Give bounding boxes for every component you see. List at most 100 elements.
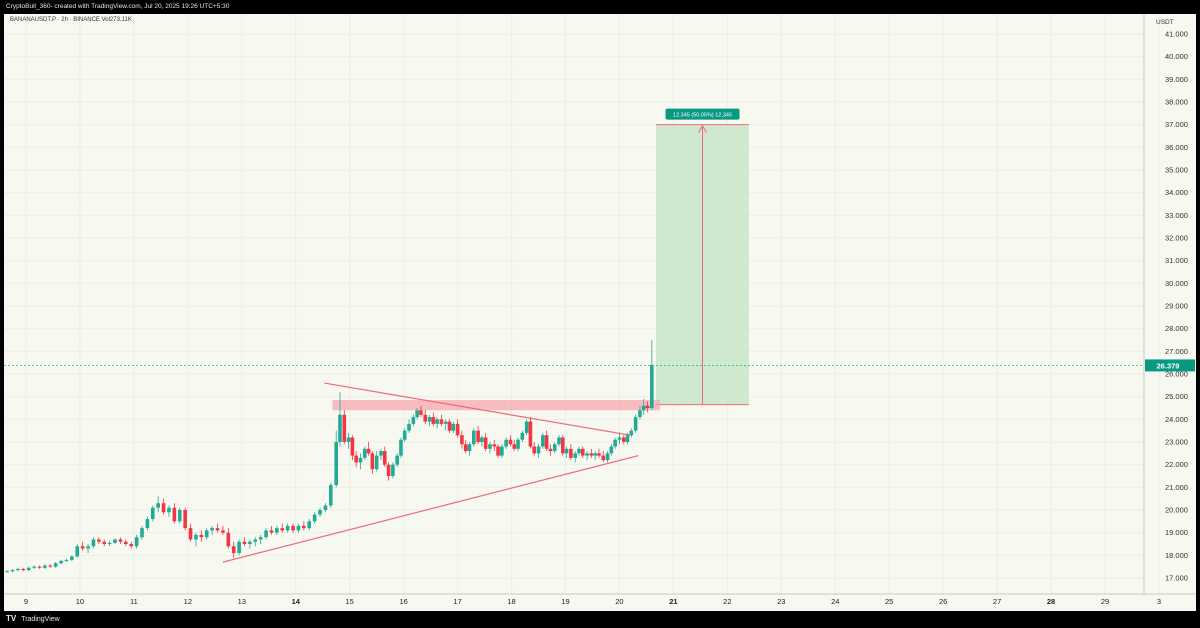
candle-body-up: [194, 534, 198, 540]
candle-body-up: [557, 437, 561, 445]
candle-body-up: [467, 444, 472, 452]
candle-body-up: [107, 542, 112, 544]
y-tick-label: 26.000: [1165, 370, 1188, 379]
x-tick-label: 16: [399, 597, 407, 606]
y-axis-unit: USDT: [1156, 19, 1174, 26]
candle-body-up: [407, 423, 411, 431]
candle-body-down: [492, 444, 497, 447]
candle-body-up: [253, 539, 258, 542]
candle-body-up: [70, 556, 74, 560]
candle-body-down: [280, 528, 285, 531]
candle-body-down: [124, 541, 128, 544]
candle-body-up: [177, 510, 182, 522]
price-chart[interactable]: USDT 17.000 18.000 19.000 20.000 21.000 22.000…: [4, 14, 1196, 611]
candle-body-up: [363, 448, 367, 458]
candle-body-down: [80, 546, 85, 549]
candle-body-down: [569, 448, 573, 458]
candle-body-up: [329, 485, 333, 506]
x-tick-label: 23: [777, 597, 785, 606]
candle-body-up: [411, 417, 416, 424]
candle-body-up: [609, 446, 614, 454]
y-tick-label: 32.000: [1165, 234, 1188, 243]
candle-body-down: [221, 530, 225, 533]
candle-body-down: [483, 437, 488, 449]
candle-body-up: [650, 364, 654, 408]
last-price-tag: [1145, 359, 1195, 372]
y-tick-label: 40.000: [1165, 52, 1188, 61]
candle-body-down: [21, 568, 26, 571]
candle-body-up: [323, 505, 328, 510]
candle-body-up: [625, 435, 630, 442]
candle-body-down: [199, 534, 204, 538]
candle-body-up: [91, 539, 96, 547]
y-tick-label: 19.000: [1165, 528, 1188, 537]
candle-body-down: [386, 464, 391, 476]
candle-body-up: [43, 565, 47, 568]
candle-body-up: [248, 541, 252, 544]
y-tick-label: 17.000: [1165, 574, 1188, 583]
candle-body-up: [374, 455, 379, 470]
candle-body-up: [86, 546, 90, 549]
candle-body-up: [346, 437, 351, 442]
candle-body-down: [419, 410, 423, 415]
candle-body-up: [134, 537, 139, 547]
candle-body-down: [580, 448, 585, 456]
candle-body-up: [358, 457, 363, 463]
candle-body-down: [231, 546, 236, 554]
candle-body-down: [102, 541, 107, 544]
x-tick-label: 27: [993, 597, 1001, 606]
candle-body-down: [172, 507, 177, 522]
candle-body-down: [226, 532, 231, 547]
candle-body-down: [97, 539, 101, 542]
candle-body-up: [296, 525, 301, 531]
x-tick-label: 29: [1101, 597, 1109, 606]
candle-body-up: [237, 541, 241, 554]
candle-body-up: [167, 507, 171, 513]
candle-body-down: [496, 446, 500, 456]
candle-body-up: [285, 525, 290, 531]
candle-body-down: [589, 453, 594, 456]
candle-body-up: [26, 567, 31, 571]
candle-body-up: [53, 563, 58, 567]
candle-body-down: [37, 566, 42, 568]
candle-body-down: [455, 423, 460, 436]
candle-body-down: [188, 528, 193, 540]
attribution-text: CryptoBull_360- created with TradingView…: [6, 3, 230, 10]
x-tick-label: 21: [669, 597, 677, 606]
y-tick-label: 24.000: [1165, 415, 1188, 424]
candle-body-up: [641, 405, 646, 411]
candle-body-up: [312, 514, 317, 522]
x-tick-label: 14: [292, 597, 301, 606]
x-tick-label: 3: [1157, 597, 1161, 606]
candle-body-up: [156, 503, 160, 508]
candle-body-up: [564, 448, 569, 454]
x-tick-label: 10: [76, 597, 84, 606]
y-tick-label: 30.000: [1165, 279, 1188, 288]
y-tick-label: 38.000: [1165, 98, 1188, 107]
y-tick-label: 37.000: [1165, 120, 1188, 129]
x-tick-label: 25: [885, 597, 893, 606]
candle-body-down: [161, 503, 166, 513]
candle-body-down: [508, 439, 513, 445]
candle-body-down: [621, 437, 626, 442]
x-tick-label: 9: [24, 597, 28, 606]
candle-body-up: [451, 423, 456, 431]
candle-body-down: [512, 444, 517, 449]
candle-body-up: [59, 561, 63, 564]
x-tick-label: 19: [561, 597, 569, 606]
candle-body-down: [431, 417, 436, 424]
candle-body-down: [48, 565, 53, 567]
candle-body-down: [350, 437, 355, 456]
candle-body-up: [500, 446, 504, 456]
candle-body-up: [75, 546, 80, 557]
candle-body-up: [524, 421, 529, 433]
target-arrow-head: [698, 124, 707, 133]
x-tick-label: 28: [1047, 597, 1055, 606]
x-tick-label: 18: [507, 597, 515, 606]
candle-body-up: [541, 435, 545, 447]
descending-trendline: [324, 382, 631, 436]
x-tick-label: 24: [831, 597, 839, 606]
chart-panel[interactable]: USDT 17.000 18.000 19.000 20.000 21.000 22.000…: [4, 14, 1196, 611]
symbol-legend: BANANAUSDT.P · 2h · BINANCE Vol273.11K: [10, 17, 132, 23]
candle-body-up: [617, 437, 622, 440]
